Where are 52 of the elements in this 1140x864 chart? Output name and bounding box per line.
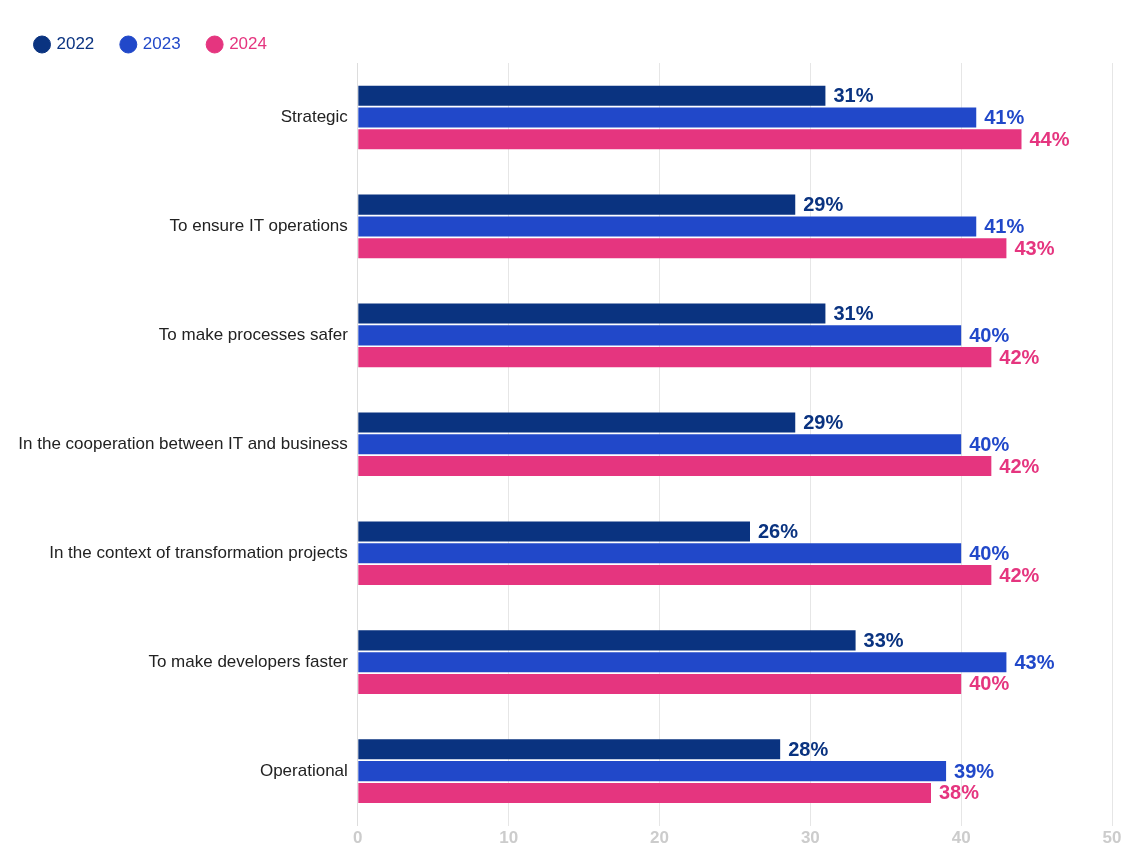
legend-label: 2024 — [229, 34, 267, 54]
bar — [358, 652, 1007, 673]
bar — [358, 521, 750, 542]
bar — [358, 630, 856, 651]
data-label: 29% — [803, 193, 844, 216]
legend-label: 2023 — [142, 34, 181, 54]
data-label: 40% — [969, 672, 1010, 695]
bar — [358, 194, 796, 215]
data-label: 39% — [954, 759, 995, 782]
bar — [358, 782, 931, 803]
y-tick-label: In the context of transformation projects — [49, 542, 348, 562]
bar — [358, 238, 1007, 259]
bar — [358, 565, 992, 586]
y-tick-label: Strategic — [280, 107, 349, 127]
data-label: 43% — [1014, 650, 1055, 673]
bar — [358, 325, 962, 346]
data-label: 42% — [999, 454, 1040, 477]
data-label: 41% — [984, 105, 1025, 128]
data-label: 26% — [758, 519, 799, 542]
data-label: 42% — [999, 345, 1040, 368]
bar — [358, 739, 781, 760]
bar — [358, 543, 962, 564]
data-label: 40% — [969, 432, 1010, 455]
y-tick-label: In the cooperation between IT and business — [18, 433, 348, 453]
bar — [358, 303, 826, 324]
bar — [358, 412, 796, 433]
y-tick-label: To ensure IT operations — [169, 216, 348, 236]
bar — [358, 347, 992, 368]
bar — [358, 107, 977, 128]
data-label: 40% — [969, 323, 1010, 346]
data-label: 43% — [1014, 236, 1055, 259]
data-label: 31% — [833, 302, 874, 325]
bar — [358, 216, 977, 237]
y-tick-label: Operational — [259, 760, 348, 780]
legend-label: 2022 — [56, 34, 95, 54]
y-tick-label: To make developers faster — [148, 651, 349, 671]
data-label: 31% — [833, 84, 874, 107]
bar — [358, 673, 962, 694]
data-label: 44% — [1029, 127, 1070, 150]
bar — [358, 434, 962, 455]
bar — [358, 761, 947, 782]
data-label: 38% — [939, 781, 980, 804]
data-label: 40% — [969, 541, 1010, 564]
bar — [358, 456, 992, 477]
data-label: 28% — [788, 737, 829, 760]
y-tick-label: To make processes safer — [158, 325, 349, 345]
data-label: 41% — [984, 214, 1025, 237]
bar — [358, 85, 826, 106]
data-label: 29% — [803, 411, 844, 434]
data-label: 42% — [999, 563, 1040, 586]
data-label: 33% — [863, 628, 904, 651]
bar — [358, 129, 1022, 150]
